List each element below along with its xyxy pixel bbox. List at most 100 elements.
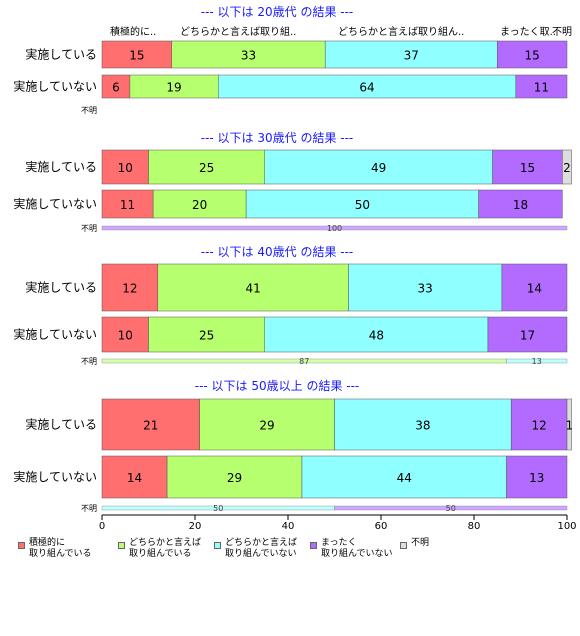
- bar-segment-2-0-3: [501, 263, 568, 312]
- bar-segment-3-1-3: [506, 455, 568, 499]
- legend-label-3: まったく 取り組んでいない: [321, 538, 393, 559]
- bar-segment-1-0-3: [492, 149, 563, 185]
- bar-value-2-1-2: 48: [369, 329, 384, 343]
- bar-value-1-0-3: 15: [520, 161, 535, 175]
- bar-value-3-1-3: 13: [529, 471, 544, 485]
- bar-segment-1-0-4: [562, 149, 572, 185]
- bar-value-2-1-0: 10: [118, 329, 133, 343]
- legend-swatch-4: [400, 542, 407, 549]
- stacked-bar-chart: 積極的に.. どちらかと言えば取り組.. どちらかと言えば取り組ん.. まったく取..…: [13, 5, 576, 530]
- row-label-0-1: 実施していない: [13, 79, 97, 94]
- header-label-4: 不明: [552, 26, 572, 38]
- bar-value-3-1-0: 14: [127, 471, 142, 485]
- bar-value-0-0-3: 15: [524, 49, 539, 63]
- row-label-2-1: 実施していない: [13, 327, 97, 342]
- bar-segment-3-1-2: [301, 455, 507, 499]
- bar-segment-1-1-2: [245, 189, 479, 219]
- bar-segment-0-0-1: [171, 40, 326, 69]
- panel-title-0: --- 以下は 20歳代 の結果 ---: [201, 5, 354, 19]
- unknown-value-1-3: 100: [327, 224, 342, 233]
- bar-segment-3-0-4: [566, 398, 572, 451]
- unknown-value-2-1: 87: [299, 357, 309, 366]
- bar-value-3-0-0: 21: [143, 419, 158, 433]
- panel-title-1: --- 以下は 30歳代 の結果 ---: [201, 131, 354, 145]
- bar-value-0-0-2: 37: [404, 49, 419, 63]
- bar-segment-3-0-3: [510, 398, 568, 451]
- bar-segment-3-0-2: [334, 398, 512, 451]
- legend-label-4: 不明: [411, 538, 430, 548]
- header-label-0: 積極的に..: [110, 25, 156, 38]
- header-label-1: どちらかと言えば取り組..: [180, 25, 296, 38]
- bar-value-1-0-1: 25: [199, 161, 214, 175]
- bar-segment-1-1-0: [101, 189, 154, 219]
- x-tick-label-0: 0: [99, 521, 105, 530]
- bar-value-1-0-4: 2: [563, 161, 571, 175]
- bar-value-3-1-2: 44: [397, 471, 412, 485]
- unknown-value-3-3: 50: [446, 504, 456, 513]
- bar-value-3-0-4: 1: [566, 419, 574, 433]
- bar-value-3-1-1: 29: [227, 471, 242, 485]
- bar-value-2-1-3: 17: [520, 329, 535, 343]
- bar-segment-3-0-1: [199, 398, 335, 451]
- bar-value-0-1-2: 64: [359, 81, 374, 95]
- bar-value-1-1-2: 50: [355, 198, 370, 212]
- bar-value-1-1-1: 20: [192, 198, 207, 212]
- unknown-segment-3-3: [334, 505, 568, 511]
- unknown-value-3-2: 50: [213, 504, 223, 513]
- bar-segment-2-1-1: [148, 316, 265, 353]
- row-label-1-1: 実施していない: [13, 196, 97, 211]
- bar-value-1-0-0: 10: [118, 161, 133, 175]
- header-label-3: まったく取..: [500, 26, 556, 38]
- row-label-3-1: 実施していない: [13, 469, 97, 484]
- legend-swatch-3: [310, 542, 317, 549]
- bar-segment-2-0-2: [348, 263, 503, 312]
- bar-value-3-0-1: 29: [259, 419, 274, 433]
- legend-label-2: どちらかと言えば 取り組んでいない: [225, 538, 298, 559]
- bar-value-0-1-0: 6: [112, 81, 120, 95]
- bar-value-1-0-2: 49: [371, 161, 386, 175]
- legend-item-2: どちらかと言えば 取り組んでいない: [214, 538, 297, 560]
- x-tick-label-100: 100: [557, 521, 576, 530]
- legend-label-0: 積極的に 取り組んでいる: [29, 538, 92, 559]
- bar-value-0-0-0: 15: [129, 49, 144, 63]
- panel-title-2: --- 以下は 40歳代 の結果 ---: [201, 245, 354, 259]
- bar-value-1-1-0: 11: [120, 198, 135, 212]
- bar-segment-1-0-2: [264, 149, 493, 185]
- bar-segment-3-1-0: [101, 455, 168, 499]
- bar-segment-2-0-1: [157, 263, 349, 312]
- panel-title-3: --- 以下は 50歳以上 の結果 ---: [195, 379, 360, 393]
- bar-segment-2-1-3: [487, 316, 568, 353]
- bar-segment-0-0-0: [101, 40, 172, 69]
- bar-segment-3-1-1: [166, 455, 303, 499]
- bar-segment-0-0-2: [324, 40, 498, 69]
- x-tick-label-80: 80: [468, 521, 481, 530]
- chart-legend: 積極的に 取り組んでいる どちらかと言えば 取り組んでいる どちらかと言えば 取り組…: [18, 538, 578, 568]
- bar-segment-0-1-3: [515, 74, 568, 99]
- header-label-2: どちらかと言えば取り組ん..: [338, 25, 464, 38]
- bar-value-0-0-1: 33: [241, 49, 256, 63]
- bar-value-2-0-3: 14: [527, 282, 542, 296]
- bar-segment-0-0-3: [497, 40, 568, 69]
- bar-segment-1-0-1: [148, 149, 265, 185]
- bar-segment-2-0-0: [101, 263, 159, 312]
- unknown-label-1: 不明: [81, 224, 97, 233]
- legend-swatch-1: [118, 542, 125, 549]
- unknown-label-0: 不明: [81, 106, 97, 115]
- bar-segment-1-0-0: [101, 149, 149, 185]
- bar-value-3-0-2: 38: [415, 419, 430, 433]
- bar-segment-2-1-2: [264, 316, 489, 353]
- unknown-segment-1-3: [101, 225, 568, 231]
- bar-segment-2-1-0: [101, 316, 149, 353]
- bar-value-2-0-2: 33: [418, 282, 433, 296]
- legend-item-0: 積極的に 取り組んでいる: [18, 538, 92, 560]
- bar-value-0-1-1: 19: [166, 81, 181, 95]
- x-tick-label-60: 60: [375, 521, 388, 530]
- unknown-value-2-2: 13: [532, 357, 542, 366]
- row-label-2-0: 実施している: [25, 280, 97, 295]
- legend-item-4: 不明: [400, 538, 429, 549]
- bar-segment-3-0-0: [101, 398, 200, 451]
- x-tick-label-40: 40: [282, 521, 295, 530]
- bar-segment-1-1-3: [478, 189, 563, 219]
- row-label-0-0: 実施している: [25, 47, 97, 62]
- x-tick-label-20: 20: [189, 521, 202, 530]
